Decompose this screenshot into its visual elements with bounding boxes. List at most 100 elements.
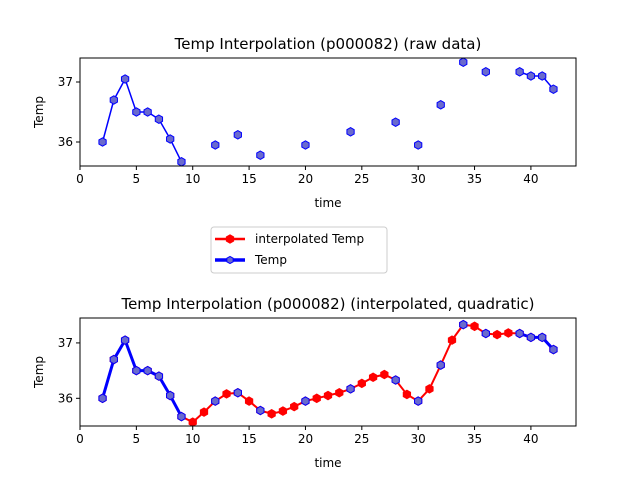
raw-temp-point	[526, 71, 536, 81]
interpolated-temp-point	[98, 393, 107, 404]
interpolated-temp-point	[526, 332, 536, 343]
raw-temp-point	[481, 67, 490, 77]
interpolated-interpolated-temp-point	[267, 409, 276, 419]
interpolated-temp-point	[166, 390, 175, 401]
interpolated-temp-point	[177, 411, 186, 422]
raw-temp-point	[177, 157, 186, 167]
raw-x-tick-label: 15	[241, 172, 256, 186]
raw-temp-point	[515, 67, 524, 77]
interpolated-temp-point	[414, 396, 423, 406]
raw-temp-point	[233, 130, 242, 140]
interpolated-temp-point	[515, 328, 524, 339]
interpolated-interpolated-temp-point	[199, 407, 209, 417]
interpolated-chart-title: Temp Interpolation (p000082) (interpolat…	[120, 295, 534, 313]
interpolated-subplot: Temp Interpolation (p000082) (interpolat…	[32, 295, 577, 470]
interpolated-interpolated-temp-line	[101, 323, 555, 424]
raw-temp-point	[166, 134, 175, 144]
interpolated-x-tick-label: 40	[523, 432, 538, 446]
interpolated-temp-point	[143, 365, 152, 376]
interpolated-interpolated-temp-point	[447, 335, 457, 345]
interpolated-temp-point	[256, 405, 265, 416]
raw-x-tick-label: 25	[354, 172, 369, 186]
chart-legend: interpolated Temp Temp	[210, 226, 388, 274]
interpolated-x-axis-label: time	[314, 456, 341, 470]
interpolated-interpolated-temp-point	[425, 384, 434, 394]
raw-x-tick-label: 30	[411, 172, 426, 186]
interpolated-temp-point	[301, 396, 310, 406]
interpolated-temp-point	[346, 384, 355, 394]
interpolated-temp-point	[120, 335, 130, 345]
interpolated-temp-point	[549, 344, 558, 355]
interpolated-interpolated-temp-point	[312, 393, 321, 404]
interpolated-x-tick-label: 5	[133, 432, 141, 446]
raw-x-tick-label: 5	[133, 172, 141, 186]
interpolated-x-tick-label: 15	[241, 432, 256, 446]
legend-box	[210, 226, 388, 274]
interpolated-interpolated-temp-point	[357, 378, 366, 389]
raw-temp-point	[346, 127, 355, 137]
interpolated-temp-point	[391, 375, 400, 385]
interpolated-x-tick-label: 20	[298, 432, 313, 446]
legend-swatch-interpolated-marker	[225, 234, 235, 244]
raw-y-tick-label: 37	[58, 75, 73, 89]
raw-temp-point	[459, 57, 468, 67]
interpolated-interpolated-temp-point	[402, 389, 412, 400]
interpolated-interpolated-temp-point	[368, 372, 378, 383]
raw-temp-point	[549, 84, 558, 94]
interpolated-x-tick-label: 10	[185, 432, 200, 446]
raw-temp-point	[538, 71, 547, 81]
interpolated-y-tick-label: 37	[58, 336, 73, 350]
raw-x-tick-label: 0	[76, 172, 84, 186]
legend-swatch-temp-marker	[226, 255, 234, 265]
raw-temp-point	[98, 137, 107, 147]
interpolated-temp-point	[233, 387, 242, 398]
interpolated-series-markers	[98, 319, 558, 427]
raw-temp-point	[132, 107, 141, 117]
raw-x-tick-label: 35	[467, 172, 482, 186]
interpolated-temp-point	[538, 332, 547, 343]
interpolated-x-tick-label: 35	[467, 432, 482, 446]
raw-data-subplot: Temp Interpolation (p000082) (raw data) …	[32, 35, 577, 210]
raw-temp-line	[519, 71, 555, 90]
raw-y-axis-label: Temp	[32, 96, 46, 129]
legend-label-temp: Temp	[254, 253, 287, 267]
interpolated-axis-ticks: 0 5 10 15 20 25 30 35 40 36 37	[58, 336, 539, 446]
interpolated-series-lines	[101, 323, 555, 424]
interpolated-interpolated-temp-point	[470, 321, 479, 332]
interpolated-temp-point	[436, 360, 445, 370]
interpolated-temp-line	[519, 332, 555, 351]
raw-temp-point	[154, 114, 164, 124]
interpolated-interpolated-temp-point	[323, 390, 333, 401]
raw-temp-point	[301, 140, 310, 150]
raw-x-tick-label: 10	[185, 172, 200, 186]
raw-y-tick-label: 36	[58, 135, 73, 149]
raw-series-markers	[98, 57, 558, 167]
raw-temp-point	[391, 117, 400, 127]
raw-temp-point	[256, 150, 265, 160]
legend-label-interpolated-temp: interpolated Temp	[255, 232, 364, 246]
interpolated-temp-point	[481, 328, 490, 339]
raw-chart-title: Temp Interpolation (p000082) (raw data)	[174, 35, 482, 53]
interpolated-temp-point	[154, 371, 164, 381]
raw-temp-point	[143, 107, 152, 117]
raw-temp-point	[109, 95, 118, 105]
raw-x-tick-label: 40	[523, 172, 538, 186]
interpolated-temp-point	[132, 365, 141, 376]
raw-temp-point	[120, 74, 130, 84]
interpolated-interpolated-temp-point	[380, 369, 389, 380]
interpolated-interpolated-temp-point	[244, 396, 254, 406]
raw-plot-frame	[79, 57, 577, 167]
raw-temp-point	[211, 140, 220, 150]
raw-axis-ticks: 0 5 10 15 20 25 30 35 40 36 37	[58, 75, 539, 186]
interpolated-interpolated-temp-point	[222, 389, 231, 399]
interpolated-y-tick-label: 36	[58, 391, 73, 405]
raw-x-axis-label: time	[314, 196, 341, 210]
interpolated-x-tick-label: 30	[411, 432, 426, 446]
raw-series-lines	[101, 71, 555, 163]
interpolated-interpolated-temp-point	[335, 387, 344, 398]
interpolated-temp-point	[211, 396, 220, 406]
interpolated-y-axis-label: Temp	[32, 356, 46, 389]
interpolated-plot-frame	[79, 317, 577, 427]
raw-temp-point	[414, 140, 423, 150]
